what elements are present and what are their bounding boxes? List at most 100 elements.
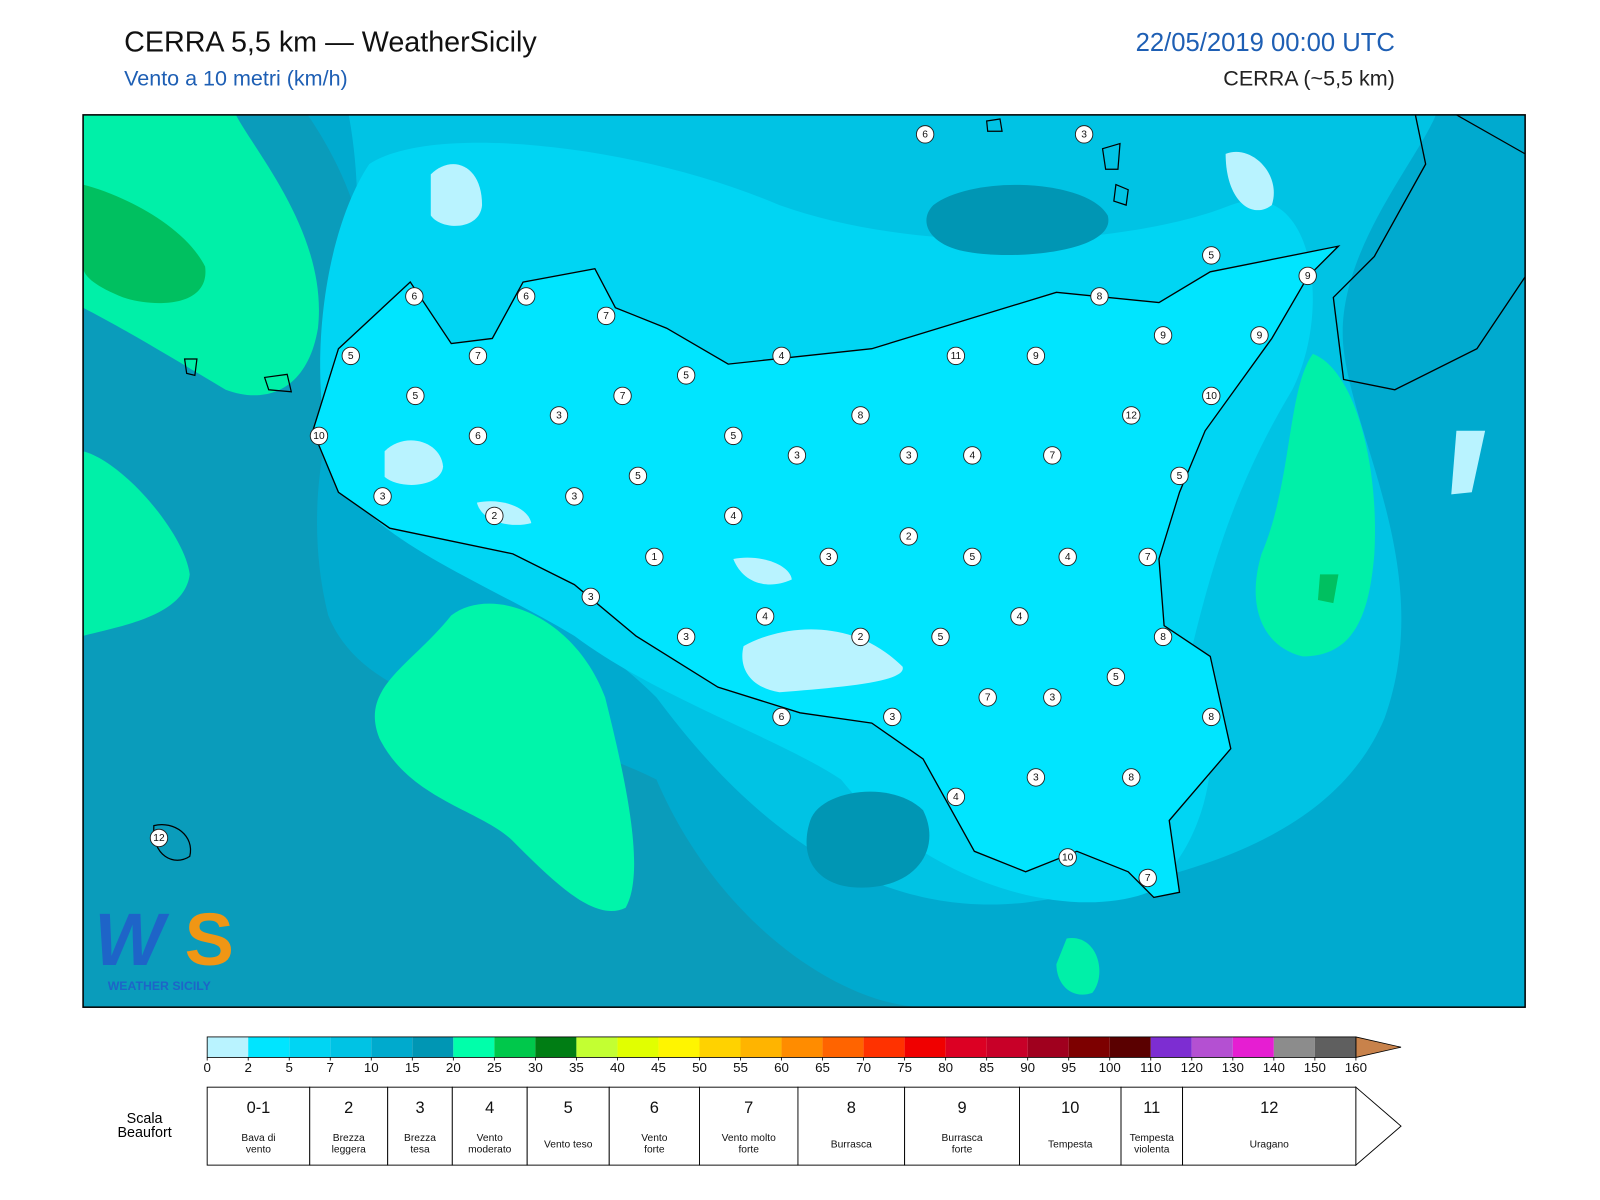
station-value: 6	[475, 431, 481, 442]
colorbar-segment	[658, 1036, 700, 1058]
station: 3	[373, 487, 392, 506]
island-coast	[183, 358, 293, 393]
colorbar-tick-label: 2	[244, 1060, 251, 1075]
colorbar-segment	[371, 1036, 413, 1058]
station-marker	[819, 547, 838, 567]
station-value: 8	[858, 411, 864, 422]
station-marker	[899, 527, 918, 546]
station-value: 5	[348, 351, 354, 362]
station-marker	[1010, 607, 1029, 626]
title: CERRA 5,5 km — WeatherSicily	[124, 27, 537, 59]
beaufort-force: 7	[744, 1099, 753, 1117]
station-marker	[1074, 125, 1094, 144]
beaufort-box	[904, 1086, 1020, 1166]
beaufort-box	[608, 1086, 700, 1166]
station-marker	[724, 426, 743, 446]
station-value: 9	[1305, 271, 1311, 282]
station: 6	[516, 287, 536, 306]
beaufort-force: 10	[1061, 1099, 1079, 1117]
station-marker	[1043, 688, 1062, 707]
beaufort-desc: Burrasca	[831, 1139, 872, 1150]
station-marker	[851, 406, 870, 425]
calabria-coast	[1332, 114, 1526, 391]
station-marker	[1138, 547, 1157, 567]
station: 7	[1138, 868, 1157, 888]
beaufort-desc: Brezza	[404, 1133, 436, 1144]
beaufort-desc: forte	[952, 1144, 973, 1155]
station-value: 3	[1081, 130, 1087, 141]
field-zone	[83, 451, 190, 636]
station-marker	[1170, 466, 1189, 486]
station-marker	[1026, 768, 1046, 787]
station-marker	[963, 547, 982, 567]
station-marker	[1153, 326, 1173, 345]
station-marker	[931, 627, 950, 647]
station-value: 5	[938, 632, 944, 643]
beaufort-label: Beaufort	[117, 1125, 171, 1141]
station-marker	[1298, 266, 1317, 286]
beaufort-force: 0-1	[247, 1099, 271, 1117]
station-marker	[1026, 346, 1046, 366]
station-marker	[1122, 768, 1141, 787]
colorbar-tick-label: 75	[897, 1060, 912, 1075]
station-value: 10	[313, 431, 325, 442]
station: 3	[883, 707, 902, 727]
station-marker	[1090, 287, 1109, 306]
colorbar-tick-label: 7	[327, 1060, 334, 1075]
station: 7	[1043, 446, 1062, 465]
beaufort-force: 4	[485, 1099, 494, 1117]
beaufort-box	[309, 1086, 389, 1166]
station: 4	[1010, 607, 1029, 626]
colorbar-segment	[207, 1036, 249, 1058]
station: 3	[1074, 125, 1094, 144]
beaufort-box	[1182, 1086, 1357, 1166]
beaufort-desc: Vento	[641, 1133, 668, 1144]
station-marker	[1202, 386, 1221, 406]
station-marker	[1153, 627, 1173, 647]
model-label: CERRA (~5,5 km)	[1223, 67, 1395, 91]
colorbar-tick-label: 120	[1181, 1060, 1203, 1075]
station-value: 11	[951, 351, 962, 362]
subtitle: Vento a 10 metri (km/h)	[124, 67, 348, 91]
beaufort-desc: Vento molto	[722, 1133, 776, 1144]
station: 10	[309, 426, 329, 446]
colorbar-tick-label: 50	[692, 1060, 707, 1075]
station-value: 7	[1049, 451, 1055, 462]
station-marker	[1250, 326, 1269, 345]
station: 5	[1170, 466, 1189, 486]
beaufort-desc: moderato	[468, 1144, 512, 1155]
colorbar-segment	[576, 1036, 618, 1058]
beaufort-desc: vento	[246, 1144, 271, 1155]
station-value: 3	[588, 592, 594, 603]
station-value: 3	[889, 712, 895, 723]
station-value: 12	[1126, 411, 1138, 422]
station: 3	[549, 406, 569, 425]
colorbar-tick-label: 35	[569, 1060, 584, 1075]
colorbar-segment	[535, 1036, 577, 1058]
field-zone	[1255, 353, 1376, 657]
station-marker	[341, 346, 360, 366]
station-marker	[549, 406, 569, 425]
beaufort-arrow	[1355, 1086, 1402, 1167]
colorbar-segment	[781, 1036, 823, 1058]
beaufort-box	[1019, 1086, 1122, 1166]
colorbar-tick-label: 65	[815, 1060, 830, 1075]
station: 8	[1202, 707, 1221, 727]
field-zone	[1056, 938, 1100, 995]
station-value: 3	[683, 632, 689, 643]
station-value: 7	[603, 311, 609, 322]
station-marker	[405, 287, 424, 306]
station-value: 1	[652, 552, 658, 563]
station: 7	[1138, 547, 1157, 567]
beaufort-desc: tesa	[410, 1144, 430, 1155]
beaufort-force: 12	[1260, 1099, 1278, 1117]
station-value: 5	[969, 552, 975, 563]
station: 3	[819, 547, 838, 567]
colorbar-tick-label: 45	[651, 1060, 666, 1075]
colorbar-tick-label: 110	[1140, 1060, 1161, 1075]
colorbar-tick-label: 10	[364, 1060, 379, 1075]
station: 9	[1153, 326, 1173, 345]
beaufort-box	[526, 1086, 610, 1166]
field-zone	[83, 114, 319, 396]
beaufort-label: Scala	[127, 1111, 163, 1127]
